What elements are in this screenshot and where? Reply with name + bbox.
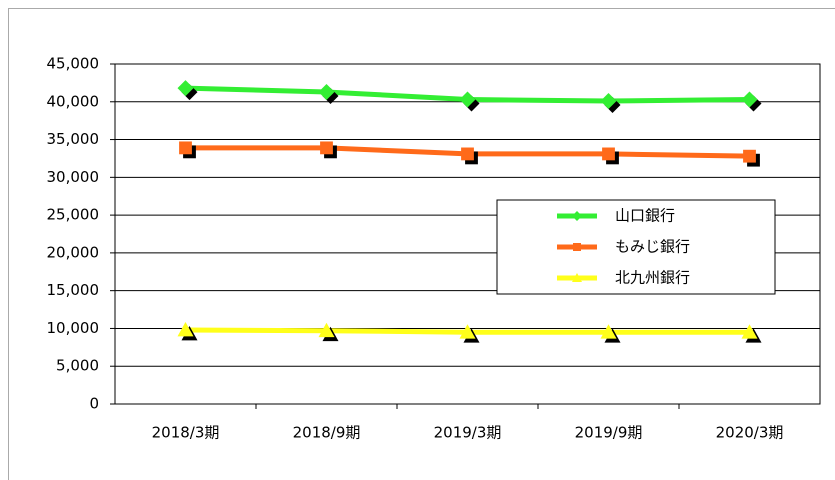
x-tick-label: 2018/3期 <box>152 424 220 442</box>
y-tick-label: 10,000 <box>47 319 100 337</box>
y-tick-label: 5,000 <box>56 357 99 375</box>
marker <box>743 149 756 163</box>
y-tick-label: 25,000 <box>47 206 100 224</box>
legend-label: 北九州銀行 <box>615 269 690 287</box>
y-tick-label: 20,000 <box>47 243 100 261</box>
marker <box>600 93 617 110</box>
y-tick-label: 45,000 <box>47 55 100 73</box>
marker <box>459 91 476 108</box>
x-tick-label: 2020/3期 <box>716 424 784 442</box>
y-tick-label: 40,000 <box>47 92 100 110</box>
marker <box>741 91 758 108</box>
y-tick-label: 35,000 <box>47 130 100 148</box>
y-tick-label: 15,000 <box>47 281 100 299</box>
x-tick-label: 2019/9期 <box>575 424 643 442</box>
marker <box>459 324 476 339</box>
marker <box>461 147 474 161</box>
legend-label: 山口銀行 <box>615 207 675 225</box>
y-tick-label: 0 <box>89 395 99 413</box>
marker <box>741 324 758 339</box>
marker <box>179 141 192 155</box>
marker <box>177 80 194 97</box>
legend-marker <box>572 211 582 221</box>
marker <box>602 147 615 161</box>
legend-label: もみじ銀行 <box>615 238 690 256</box>
legend-marker <box>572 273 582 282</box>
y-tick-label: 30,000 <box>47 168 100 186</box>
x-tick-label: 2019/3期 <box>434 424 502 442</box>
marker <box>318 83 335 100</box>
legend <box>496 199 776 295</box>
marker <box>320 141 333 155</box>
legend-marker <box>573 243 581 251</box>
x-tick-label: 2018/9期 <box>293 424 361 442</box>
marker <box>177 321 194 337</box>
marker <box>600 324 617 339</box>
marker <box>318 322 335 338</box>
